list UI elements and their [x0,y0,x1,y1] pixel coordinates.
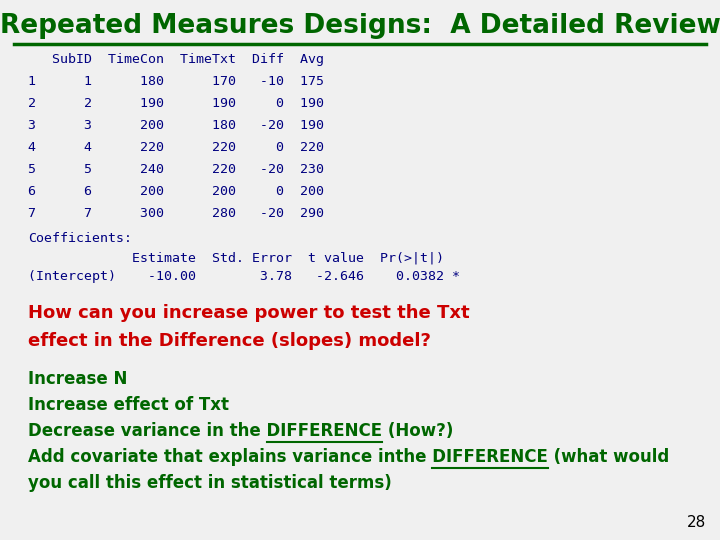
Text: Add covariate that explains variance inthe DIFFERENCE (what would: Add covariate that explains variance int… [28,448,670,466]
Text: 2      2      190      190     0  190: 2 2 190 190 0 190 [28,97,324,110]
Text: How can you increase power to test the Txt: How can you increase power to test the T… [28,304,469,322]
Text: 5      5      240      220   -20  230: 5 5 240 220 -20 230 [28,163,324,176]
Text: SubID  TimeCon  TimeTxt  Diff  Avg: SubID TimeCon TimeTxt Diff Avg [28,53,324,66]
Text: 7      7      300      280   -20  290: 7 7 300 280 -20 290 [28,207,324,220]
Text: Increase N: Increase N [28,370,127,388]
Text: 28: 28 [687,515,706,530]
Text: Repeated Measures Designs:  A Detailed Review: Repeated Measures Designs: A Detailed Re… [0,13,720,39]
Text: 4      4      220      220     0  220: 4 4 220 220 0 220 [28,141,324,154]
Text: Estimate  Std. Error  t value  Pr(>|t|): Estimate Std. Error t value Pr(>|t|) [28,251,444,264]
Text: effect in the Difference (slopes) model?: effect in the Difference (slopes) model? [28,332,431,350]
Text: 1      1      180      170   -10  175: 1 1 180 170 -10 175 [28,75,324,88]
Text: 3      3      200      180   -20  190: 3 3 200 180 -20 190 [28,119,324,132]
Text: Increase effect of Txt: Increase effect of Txt [28,396,229,414]
Text: Coefficients:: Coefficients: [28,232,132,245]
Text: you call this effect in statistical terms): you call this effect in statistical term… [28,474,392,492]
Text: Decrease variance in the DIFFERENCE (How?): Decrease variance in the DIFFERENCE (How… [28,422,454,440]
Text: (Intercept)    -10.00        3.78   -2.646    0.0382 *: (Intercept) -10.00 3.78 -2.646 0.0382 * [28,270,460,283]
Text: 6      6      200      200     0  200: 6 6 200 200 0 200 [28,185,324,198]
